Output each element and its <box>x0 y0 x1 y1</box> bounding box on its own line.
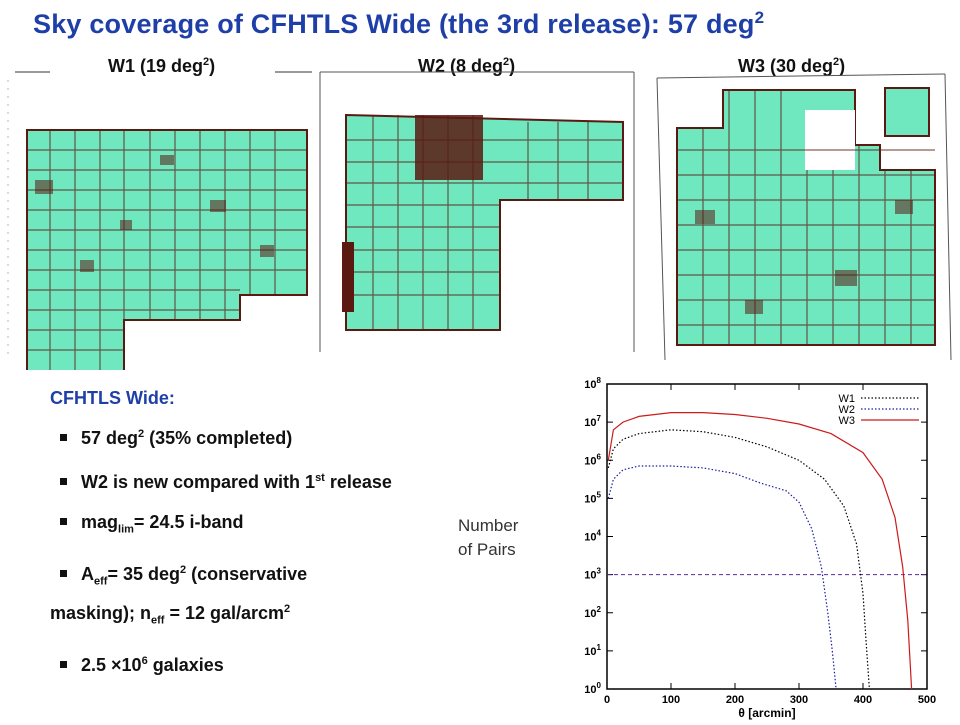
y-tick-label: 100 <box>584 681 601 696</box>
y-tick-label: 102 <box>584 605 601 620</box>
bullet-icon <box>60 569 67 577</box>
pairs-axis-label: Number of Pairs <box>458 516 519 559</box>
series-line-w3 <box>607 411 913 690</box>
y-tick-label: 103 <box>584 567 601 582</box>
legend-label-w1: W1 <box>839 393 856 405</box>
bullet-icon <box>60 478 67 486</box>
series-line-w2 <box>607 465 837 690</box>
legend-label-w2: W2 <box>839 404 856 416</box>
info-item-aeff: Aeff= 35 deg2 (conservative <box>50 559 510 593</box>
w1-coverage-map <box>0 70 315 370</box>
x-tick-label: 0 <box>604 694 610 706</box>
y-tick-label: 106 <box>584 452 601 467</box>
info-item-maglim: maglim= 24.5 i-band <box>50 511 510 541</box>
page-title: Sky coverage of CFHTLS Wide (the 3rd rel… <box>33 8 765 39</box>
field-label-w3: W3 (30 deg2) <box>738 56 846 76</box>
legend-label-w3: W3 <box>839 415 856 427</box>
info-item-neff: masking); neff = 12 gal/arcm2 <box>50 603 291 627</box>
y-tick-label: 104 <box>584 529 601 544</box>
field-label-w1: W1 (19 deg2) <box>108 56 216 76</box>
x-tick-label: 400 <box>854 694 872 706</box>
info-heading: CFHTLS Wide: <box>50 388 175 408</box>
plot-frame <box>606 383 928 690</box>
x-tick-label: 500 <box>918 694 936 706</box>
x-tick-label: 100 <box>662 694 680 706</box>
bullet-icon <box>60 661 67 669</box>
series-line-w1 <box>607 429 870 690</box>
w2-coverage-map <box>318 70 638 370</box>
x-axis-label: θ [arcmin] <box>738 706 795 720</box>
y-tick-label: 107 <box>584 414 601 429</box>
y-tick-label: 108 <box>584 376 601 391</box>
info-item-galaxies: 2.5 ×106 galaxies <box>50 650 510 676</box>
info-item-w2-new: W2 is new compared with 1st release <box>50 467 510 493</box>
info-item-area: 57 deg2 (35% completed) <box>50 423 510 449</box>
y-tick-label: 101 <box>584 643 601 658</box>
pair-count-chart: 100 101 102 103 104 105 106 107 108 0 100 200 300 40… <box>560 372 950 725</box>
y-tick-label: 105 <box>584 490 601 505</box>
bullet-icon <box>60 434 67 442</box>
x-tick-label: 200 <box>726 694 744 706</box>
x-tick-label: 300 <box>790 694 808 706</box>
info-list: CFHTLS Wide: 57 deg2 (35% completed) W2 … <box>50 388 510 694</box>
field-label-w2: W2 (8 deg2) <box>418 56 516 76</box>
bullet-icon <box>60 518 67 526</box>
w3-coverage-map <box>655 70 955 370</box>
w2-tile-region <box>345 113 624 331</box>
